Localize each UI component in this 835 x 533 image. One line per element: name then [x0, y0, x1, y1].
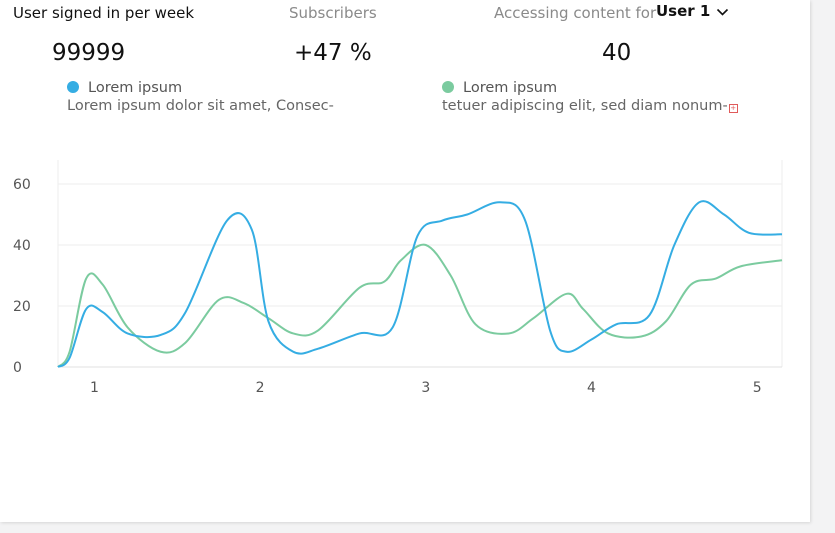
legend-dot-2: [442, 81, 454, 93]
x-tick-label: 2: [256, 380, 265, 396]
legend-dot-1: [67, 81, 79, 93]
user-select-dropdown[interactable]: User 1: [656, 2, 729, 20]
x-tick-label: 1: [90, 380, 99, 396]
legend-desc-2: tetuer adipiscing elit, sed diam nonum-: [442, 98, 728, 114]
legend-label-1: Lorem ipsum: [88, 80, 183, 96]
stat-value-accessing: 40: [602, 40, 632, 66]
x-tick-label: 5: [753, 380, 762, 396]
expand-icon[interactable]: +: [728, 104, 738, 113]
line-chart: 0 20 40 60 1 2 3 4 5: [13, 160, 783, 396]
legend-item-1: Lorem ipsum Lorem ipsum dolor sit amet, …: [67, 80, 334, 114]
stat-value-signed-in: 99999: [52, 40, 126, 66]
y-tick-label: 40: [13, 238, 31, 254]
y-tick-label: 20: [13, 299, 31, 315]
chevron-down-icon: [717, 8, 729, 16]
y-tick-label: 0: [13, 360, 22, 376]
stat-label-accessing: Accessing content for: [494, 4, 657, 22]
stat-value-subscribers: +47 %: [294, 40, 372, 66]
legend-item-2: Lorem ipsum tetuer adipiscing elit, sed …: [442, 80, 738, 114]
user-select-value: User 1: [656, 2, 711, 20]
x-tick-label: 3: [421, 380, 430, 396]
series-line-1: [57, 200, 783, 368]
legend-label-2: Lorem ipsum: [463, 80, 558, 96]
stat-label-subscribers: Subscribers: [289, 4, 377, 22]
series-line-2: [57, 243, 783, 368]
legend-desc-1: Lorem ipsum dolor sit amet, Consec-: [67, 98, 334, 114]
x-tick-label: 4: [587, 380, 596, 396]
stats-card: User signed in per week Subscribers Acce…: [0, 0, 810, 522]
y-tick-label: 60: [13, 177, 31, 193]
stat-label-signed-in: User signed in per week: [13, 4, 195, 22]
